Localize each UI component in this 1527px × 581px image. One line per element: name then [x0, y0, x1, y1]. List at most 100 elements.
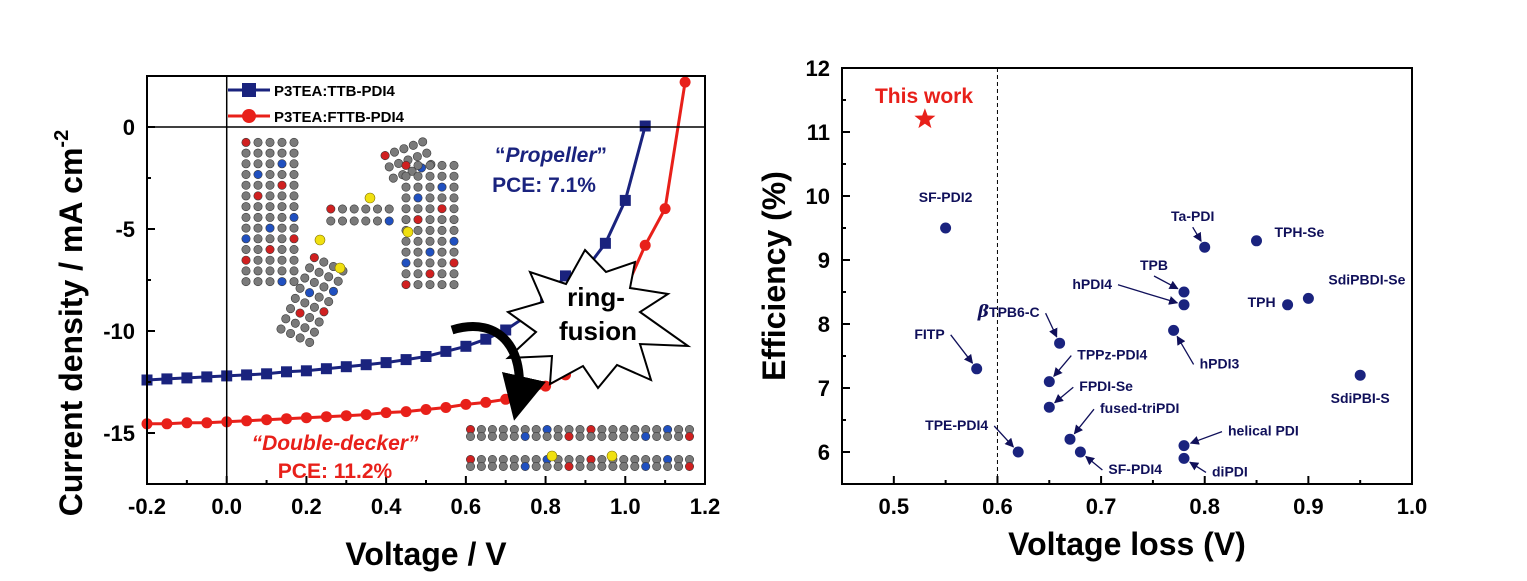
scatter-label-fpdi-se: FPDI-Se [1079, 378, 1133, 394]
scatter-point-sdipbi-s [1354, 369, 1366, 381]
scatter-y-tick-label: 7 [818, 376, 830, 401]
scatter-label-fused-tripdi: fused-triPDI [1100, 400, 1179, 416]
jv-point-ttb [300, 365, 312, 377]
scatter-label-tpe-pdi4: TPE-PDI4 [925, 417, 988, 433]
scatter-y-tick-label: 11 [807, 120, 830, 145]
scatter-x-tick-label: 0.5 [879, 494, 910, 519]
stacked-dimer-top [466, 425, 695, 441]
point-arrow-ta-pdi [1192, 226, 1202, 242]
jv-point-ttb [639, 120, 651, 132]
jv-point-fttb [241, 415, 253, 427]
jv-point-ttb [619, 194, 631, 206]
burst-text-line1: ring- [567, 282, 625, 312]
jv-point-ttb [420, 351, 432, 362]
scatter-point-fitp [971, 363, 983, 375]
scatter-label-tppz-pdi4: TPPz-PDI4 [1077, 347, 1147, 363]
jv-point-ttb [241, 369, 253, 381]
sulfur-atom [314, 234, 326, 246]
jv-curve-chart: -0.2 0.0 0.2 0.4 0.6 0.8 1.0 1.2 -15 -10 -5 0 Curre… [51, 75, 720, 572]
scatter-label-sdipbdi-se: SdiPBDI-Se [1328, 271, 1405, 287]
molecule-unit-bottom [276, 253, 348, 347]
jv-y-axis-superscript: -2 [51, 130, 73, 148]
scatter-point-tppz-pdi4 [1043, 376, 1055, 388]
jv-point-fttb [300, 412, 312, 424]
svg-text:Current density / mA cm-2: Current density / mA cm-2 [51, 130, 89, 516]
jv-point-fttb [360, 409, 372, 421]
jv-y-tick-label: -15 [103, 421, 135, 446]
point-arrow-hpdi3 [1176, 335, 1195, 365]
jv-point-ttb [599, 237, 611, 249]
point-arrow-tppz-pdi4 [1053, 355, 1072, 377]
scatter-label-sdipbi-s: SdiPBI-S [1331, 390, 1390, 406]
burst-shape [505, 248, 692, 390]
scatter-point-sdipbdi-se [1302, 292, 1314, 304]
jv-point-fttb [181, 417, 193, 429]
scatter-label-tph: TPH [1248, 294, 1276, 310]
point-arrow-fused-tripdi [1073, 408, 1095, 435]
sulfur-atom [364, 192, 376, 204]
jv-point-ttb [460, 340, 472, 352]
jv-point-fttb [400, 406, 412, 418]
jv-y-tick-label: 0 [123, 115, 135, 140]
molecule-illustrations [241, 137, 695, 471]
jv-point-ttb [400, 354, 412, 366]
scatter-x-tick-label: 0.8 [1189, 494, 1220, 519]
scatter-x-tick-label: 0.6 [982, 494, 1013, 519]
point-arrow-fitp [950, 334, 974, 364]
scatter-point-hpdi3 [1168, 324, 1180, 336]
point-arrow-hpdi4 [1117, 284, 1179, 305]
jv-point-fttb [480, 396, 492, 408]
jv-x-tick-label: 0.4 [371, 494, 402, 519]
burst-text-line2: fusion [559, 316, 637, 346]
scatter-label-sf-pdi4: SF-PDI4 [1108, 461, 1162, 477]
point-arrow-helical-pdi [1189, 430, 1223, 445]
jv-point-fttb [440, 402, 452, 413]
legend-label-fttb: P3TEA:FTTB-PDI4 [274, 109, 405, 126]
jv-point-ttb [340, 361, 352, 373]
point-arrow-dipdi [1189, 461, 1207, 473]
jv-point-ttb [261, 368, 273, 380]
scatter-point-tph-se [1251, 235, 1262, 247]
molecule-unit-right [401, 160, 459, 290]
scatter-label-ta-pdi: Ta-PDI [1171, 208, 1214, 224]
this-work-label: This work [875, 85, 973, 108]
sulfur-atom [546, 450, 558, 462]
jv-x-axis-title: Voltage / V [345, 536, 507, 572]
legend-entry-fttb: P3TEA:FTTB-PDI4 [228, 109, 405, 126]
point-arrow-tpb6-c [1045, 312, 1058, 338]
propeller-label: “Propeller” [495, 144, 607, 167]
jv-point-ttb [480, 333, 492, 345]
ring-fusion-burst: ring- fusion [505, 248, 692, 390]
scatter-label-tpb: TPB [1140, 257, 1168, 273]
jv-x-tick-label: 1.0 [610, 494, 641, 519]
scatter-point-helical-pdi [1178, 440, 1190, 452]
scatter-point-tpb6-c [1054, 337, 1066, 349]
point-arrow-tpe-pdi4 [993, 425, 1015, 448]
scatter-label-tpb6-c: βTPB6-C [977, 302, 1040, 322]
scatter-point-fused-tripdi [1064, 433, 1076, 445]
jv-point-fttb [460, 398, 472, 410]
scatter-point-sf-pdi4 [1074, 446, 1086, 458]
jv-point-ttb [380, 357, 392, 369]
jv-point-fttb [320, 411, 332, 423]
double-decker-pce-label: PCE: 11.2% [278, 460, 393, 483]
double-decker-label: “Double-decker” [252, 432, 419, 455]
molecule-unit-left [241, 137, 299, 287]
scatter-axis-ticks: 0.5 0.6 0.7 0.8 0.9 1.0 6 7 8 9 10 11 12 [806, 56, 1428, 519]
scatter-x-axis-title: Voltage loss (V) [1008, 526, 1246, 562]
scatter-label-sf-pdi2: SF-PDI2 [919, 189, 973, 205]
scatter-point-tph [1282, 299, 1294, 311]
point-arrow-fpdi-se [1054, 386, 1074, 404]
scatter-label-helical-pdi: helical PDI [1228, 423, 1299, 439]
scatter-x-tick-label: 1.0 [1397, 494, 1428, 519]
scatter-label-hpdi3: hPDI3 [1200, 355, 1240, 371]
jv-point-fttb [639, 239, 651, 251]
jv-x-tick-label: 0.8 [530, 494, 561, 519]
molecule-core [326, 204, 394, 226]
jv-point-ttb [500, 324, 512, 336]
sulfur-atom [334, 262, 346, 274]
efficiency-vs-voltage-loss-chart: SF-PDI2 Ta-PDI TPH-Se TPB hPDI4 TPH SdiPBDI-Se… [756, 56, 1427, 562]
scatter-label-dipdi: diPDI [1212, 463, 1248, 479]
scatter-point-tpe-pdi4 [1012, 446, 1024, 458]
